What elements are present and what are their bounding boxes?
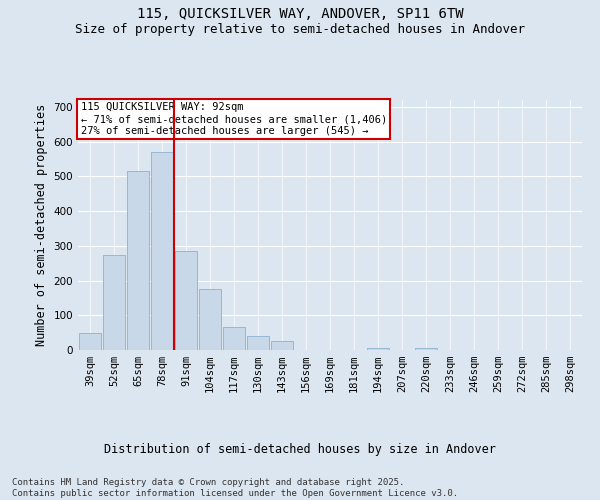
Bar [199, 289, 221, 350]
Text: Size of property relative to semi-detached houses in Andover: Size of property relative to semi-detach… [75, 22, 525, 36]
Bar [223, 328, 245, 350]
Text: Contains HM Land Registry data © Crown copyright and database right 2025.
Contai: Contains HM Land Registry data © Crown c… [12, 478, 458, 498]
Text: Distribution of semi-detached houses by size in Andover: Distribution of semi-detached houses by … [104, 442, 496, 456]
Y-axis label: Number of semi-detached properties: Number of semi-detached properties [35, 104, 48, 346]
Bar [151, 152, 173, 350]
Bar [367, 348, 389, 350]
Bar [271, 342, 293, 350]
Text: 115, QUICKSILVER WAY, ANDOVER, SP11 6TW: 115, QUICKSILVER WAY, ANDOVER, SP11 6TW [137, 8, 463, 22]
Bar [415, 348, 437, 350]
Bar [79, 332, 101, 350]
Text: 115 QUICKSILVER WAY: 92sqm
← 71% of semi-detached houses are smaller (1,406)
27%: 115 QUICKSILVER WAY: 92sqm ← 71% of semi… [80, 102, 387, 136]
Bar [175, 251, 197, 350]
Bar [103, 254, 125, 350]
Bar [127, 171, 149, 350]
Bar [247, 336, 269, 350]
